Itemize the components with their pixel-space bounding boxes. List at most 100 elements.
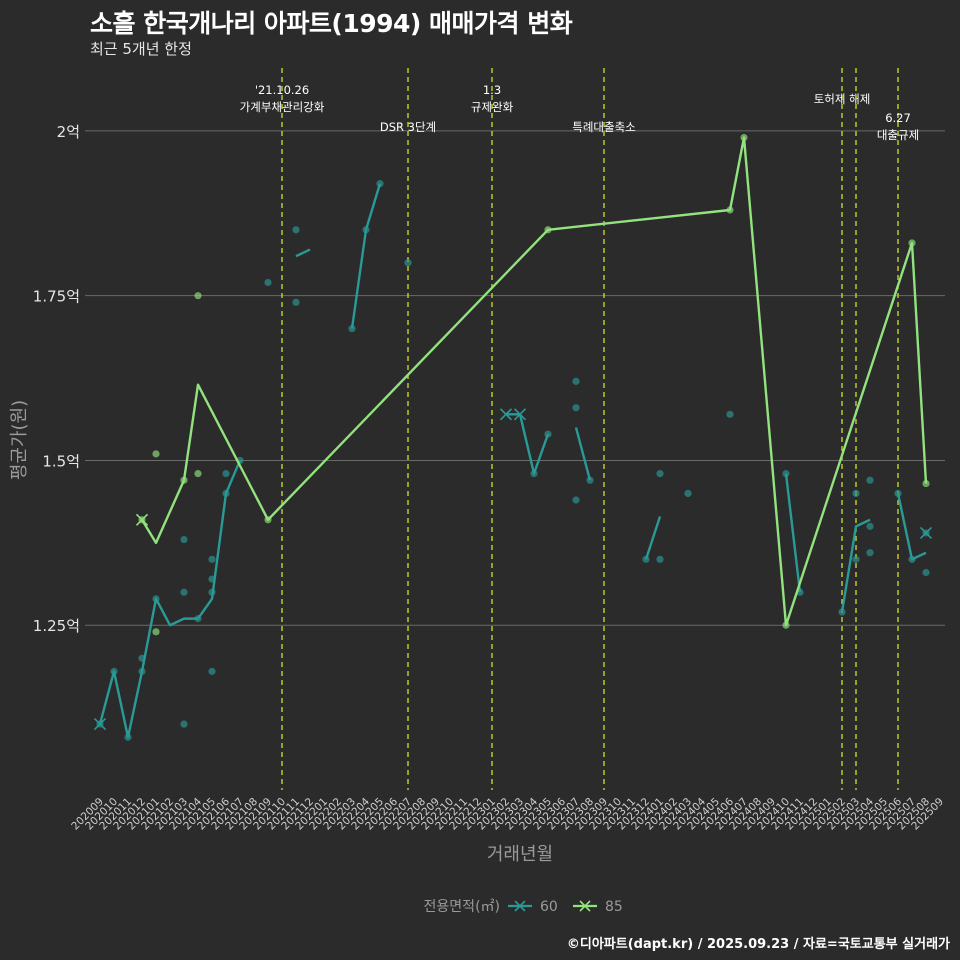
- event-label: 규제완화: [471, 100, 514, 114]
- series-line: [840, 518, 871, 613]
- y-tick-label: 1.25억: [33, 617, 80, 635]
- event-label: DSR 3단계: [380, 120, 436, 134]
- data-point: [222, 470, 230, 478]
- data-point: [264, 278, 272, 287]
- data-point: [208, 575, 216, 583]
- data-point: [292, 226, 300, 234]
- series-line: [506, 413, 550, 475]
- data-point: [740, 133, 748, 142]
- data-point: [866, 476, 874, 484]
- series-line: [140, 136, 928, 627]
- data-point: [908, 239, 916, 247]
- series-line: [784, 473, 802, 593]
- y-tick-label: 1.75억: [33, 288, 80, 306]
- series-line: [644, 516, 662, 560]
- data-point: [138, 667, 146, 675]
- series-line: [350, 183, 382, 329]
- data-point: [222, 489, 230, 498]
- grid-lines: [85, 130, 945, 626]
- x-marker: [919, 526, 933, 540]
- chart-subtitle: 최근 5개년 한정: [90, 40, 192, 58]
- event-label: 1.3: [483, 83, 501, 97]
- data-point: [656, 555, 664, 563]
- data-point: [922, 479, 930, 488]
- y-axis-label: 평균가(원): [9, 400, 30, 480]
- x-marker: [93, 718, 107, 731]
- legend-label: 85: [605, 899, 623, 915]
- data-point: [866, 522, 874, 530]
- data-point: [180, 535, 188, 544]
- series-line: [295, 248, 311, 258]
- data-point: [208, 588, 216, 596]
- event-label: 토허제 해제: [814, 92, 871, 106]
- data-point: [866, 549, 874, 557]
- data-point: [684, 489, 692, 498]
- legend-swatch-x: [579, 900, 591, 912]
- y-axis-ticks: 1.25억 1.5억 1.75억 2억: [33, 123, 80, 635]
- data-point: [572, 377, 580, 385]
- legend-item-60: 60: [508, 899, 558, 915]
- data-point: [586, 476, 594, 484]
- source-credit: ©디아파트(dapt.kr) / 2025.09.23 / 자료=국토교통부 실…: [566, 937, 950, 952]
- data-point: [194, 615, 202, 623]
- data-point: [726, 410, 734, 418]
- data-point: [376, 180, 384, 188]
- data-point: [180, 720, 188, 728]
- data-point: [152, 595, 160, 603]
- data-point: [838, 608, 846, 616]
- x-marker: [513, 408, 527, 421]
- legend-item-85: 85: [573, 899, 623, 915]
- series-85: [135, 133, 930, 636]
- data-point: [404, 259, 412, 267]
- data-point: [782, 470, 790, 478]
- legend-title: 전용면적(㎡): [424, 899, 500, 915]
- data-point: [152, 450, 160, 458]
- data-point: [530, 470, 538, 478]
- data-point: [544, 226, 552, 234]
- x-marker: [499, 408, 513, 421]
- series-line: [896, 493, 927, 561]
- series-60: [93, 180, 933, 741]
- data-point: [180, 588, 188, 596]
- data-point: [152, 628, 160, 636]
- series-line: [574, 427, 592, 481]
- y-tick-label: 1.5억: [42, 452, 80, 470]
- event-label: 6.27: [885, 111, 911, 125]
- data-point: [194, 292, 202, 300]
- data-point: [852, 489, 860, 498]
- data-point: [908, 555, 916, 563]
- event-label: 대출규제: [877, 128, 919, 142]
- y-tick-label: 2억: [57, 123, 80, 141]
- x-axis-ticks: 2020092020102020112020122021012021022021…: [69, 795, 946, 832]
- data-point: [264, 516, 272, 524]
- data-point: [180, 476, 188, 484]
- data-point: [572, 404, 580, 412]
- data-point: [922, 568, 930, 577]
- data-point: [544, 430, 552, 438]
- data-point: [208, 555, 216, 563]
- legend-swatch-x: [514, 900, 526, 912]
- event-label: 특례대출축소: [572, 120, 635, 134]
- legend: 전용면적(㎡) 60 85: [424, 899, 623, 915]
- data-series: [93, 133, 933, 741]
- data-point: [348, 325, 356, 333]
- data-point: [208, 667, 216, 675]
- data-point: [362, 226, 370, 234]
- legend-label: 60: [540, 899, 558, 915]
- data-point: [194, 470, 202, 478]
- chart-title: 소흘 한국개나리 아파트(1994) 매매가격 변화: [90, 9, 573, 38]
- data-point: [782, 621, 790, 629]
- data-point: [642, 555, 650, 563]
- data-point: [292, 298, 300, 306]
- data-point: [572, 496, 580, 504]
- x-axis-label: 거래년월: [487, 844, 553, 865]
- data-point: [656, 470, 664, 478]
- data-point: [852, 555, 860, 563]
- x-marker: [135, 513, 149, 526]
- data-point: [110, 667, 118, 675]
- event-label: 가계부채관리강화: [240, 100, 325, 114]
- data-point: [894, 489, 902, 498]
- event-label: '21.10.26: [255, 83, 309, 97]
